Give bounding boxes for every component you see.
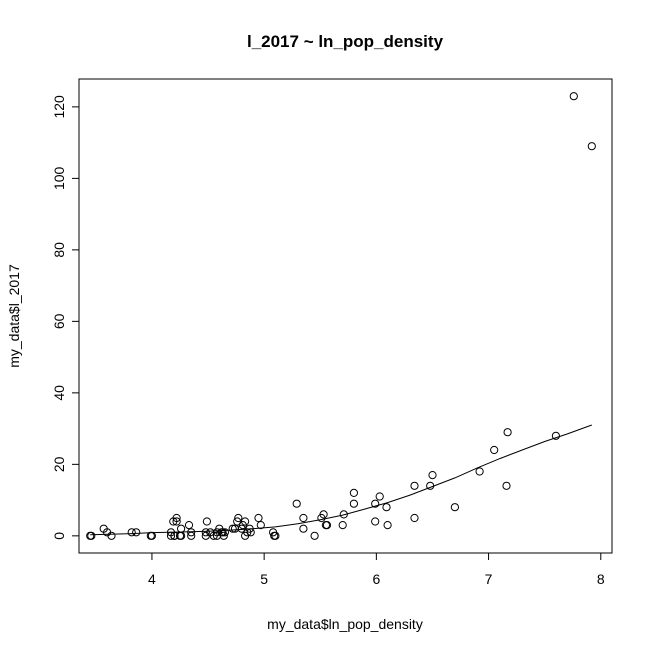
data-point	[475, 467, 484, 476]
data-point	[245, 524, 254, 533]
data-point	[339, 510, 348, 519]
x-tick-label: 8	[597, 571, 605, 587]
data-point	[218, 528, 227, 537]
x-axis: 4 5 6 7 8	[148, 552, 605, 587]
x-tick-label: 4	[148, 571, 156, 587]
data-point	[382, 503, 391, 512]
data-point	[503, 428, 512, 437]
y-axis: 0 20 40 60 80 100 120	[51, 95, 80, 540]
plot-frame	[78, 78, 613, 554]
data-point	[426, 481, 435, 490]
data-point	[310, 531, 319, 540]
trend-line-group	[90, 424, 592, 536]
y-tick-label: 20	[51, 456, 67, 472]
data-point	[177, 531, 186, 540]
data-point	[172, 517, 181, 526]
data-point	[233, 517, 242, 526]
data-point	[322, 521, 332, 530]
data-point	[450, 503, 459, 512]
data-point	[569, 92, 578, 101]
data-point	[237, 524, 246, 533]
data-point	[187, 528, 196, 537]
data-point	[234, 513, 243, 523]
data-point	[187, 531, 196, 540]
data-point	[246, 528, 255, 537]
data-point	[338, 521, 347, 530]
data-point	[127, 528, 136, 537]
x-tick-label: 5	[260, 571, 268, 587]
data-point	[228, 524, 237, 533]
y-axis-label: my_data$l_2017	[6, 264, 22, 368]
y-tick-label: 80	[51, 242, 67, 258]
data-point	[184, 521, 194, 530]
data-point	[107, 531, 116, 540]
points-group	[86, 92, 596, 540]
data-point	[202, 517, 211, 526]
data-point	[490, 445, 499, 455]
data-point	[551, 431, 561, 440]
data-point	[383, 521, 392, 530]
data-point	[371, 517, 380, 526]
data-point	[587, 142, 596, 151]
trend-line	[90, 424, 592, 536]
data-point	[410, 513, 419, 523]
data-point	[371, 499, 380, 508]
x-tick-label: 6	[372, 571, 380, 587]
data-point	[502, 481, 511, 490]
data-point	[292, 499, 301, 508]
data-point	[349, 499, 358, 508]
data-point	[220, 528, 229, 537]
data-point	[132, 528, 141, 537]
data-point	[241, 517, 250, 526]
data-point	[428, 471, 437, 480]
data-point	[177, 524, 186, 533]
data-point	[254, 513, 263, 523]
chart-title: l_2017 ~ ln_pop_density	[247, 32, 444, 51]
data-point	[256, 521, 265, 530]
data-point	[299, 513, 308, 523]
y-tick-label: 60	[51, 313, 67, 329]
data-point	[299, 524, 308, 533]
data-point	[166, 531, 176, 540]
data-point	[349, 488, 358, 497]
x-tick-label: 7	[485, 571, 493, 587]
data-point	[271, 531, 280, 540]
y-tick-label: 40	[51, 385, 67, 401]
data-point	[410, 481, 419, 490]
y-tick-label: 100	[51, 166, 67, 190]
data-point	[375, 492, 384, 501]
x-axis-label: my_data$ln_pop_density	[267, 616, 423, 632]
data-point	[87, 531, 96, 540]
y-tick-label: 0	[51, 532, 67, 540]
data-point	[172, 513, 181, 523]
data-point	[219, 531, 228, 540]
data-point	[319, 510, 328, 519]
data-point	[147, 531, 156, 540]
data-point	[201, 528, 210, 537]
y-tick-label: 120	[51, 95, 67, 119]
